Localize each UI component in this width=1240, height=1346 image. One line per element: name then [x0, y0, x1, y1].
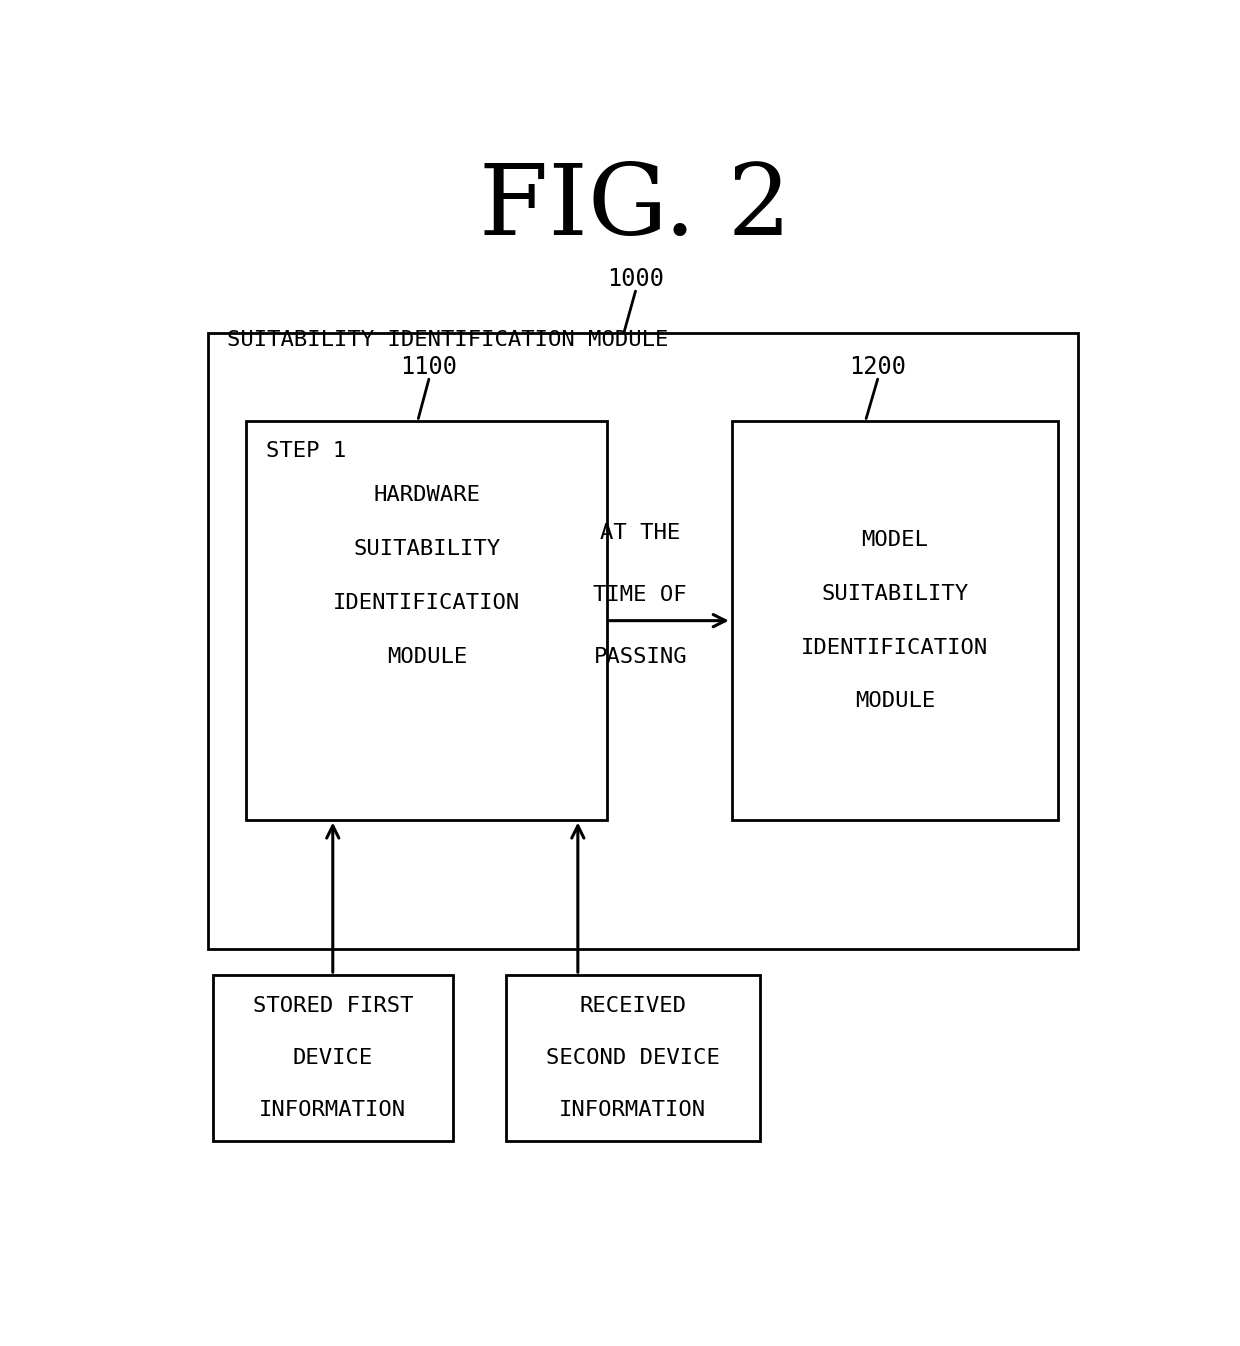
Text: FIG. 2: FIG. 2 [480, 160, 791, 256]
Text: 1000: 1000 [608, 267, 663, 291]
Text: MODULE: MODULE [387, 647, 467, 666]
Text: IDENTIFICATION: IDENTIFICATION [801, 638, 988, 658]
Text: PASSING: PASSING [594, 647, 687, 666]
Text: TIME OF: TIME OF [594, 584, 687, 604]
Bar [213, 975, 453, 1141]
Text: STORED FIRST: STORED FIRST [253, 996, 413, 1016]
Text: AT THE: AT THE [600, 522, 681, 542]
Bar [506, 975, 760, 1141]
Text: MODULE: MODULE [854, 692, 935, 712]
Text: SUITABILITY IDENTIFICATION MODULE: SUITABILITY IDENTIFICATION MODULE [227, 330, 668, 350]
Text: MODEL: MODEL [862, 530, 929, 549]
Text: SECOND DEVICE: SECOND DEVICE [546, 1049, 719, 1067]
Text: 1200: 1200 [849, 355, 906, 380]
Bar [247, 420, 606, 820]
Text: INFORMATION: INFORMATION [259, 1100, 407, 1120]
Text: 1100: 1100 [401, 355, 458, 380]
Text: IDENTIFICATION: IDENTIFICATION [334, 594, 521, 612]
Text: HARDWARE: HARDWARE [373, 486, 480, 505]
Text: DEVICE: DEVICE [293, 1049, 373, 1067]
Text: INFORMATION: INFORMATION [559, 1100, 706, 1120]
Bar [208, 332, 1078, 949]
Text: SUITABILITY: SUITABILITY [353, 540, 501, 559]
Text: RECEIVED: RECEIVED [579, 996, 686, 1016]
Text: STEP 1: STEP 1 [265, 441, 346, 462]
Text: SUITABILITY: SUITABILITY [821, 584, 968, 604]
Bar [732, 420, 1058, 820]
